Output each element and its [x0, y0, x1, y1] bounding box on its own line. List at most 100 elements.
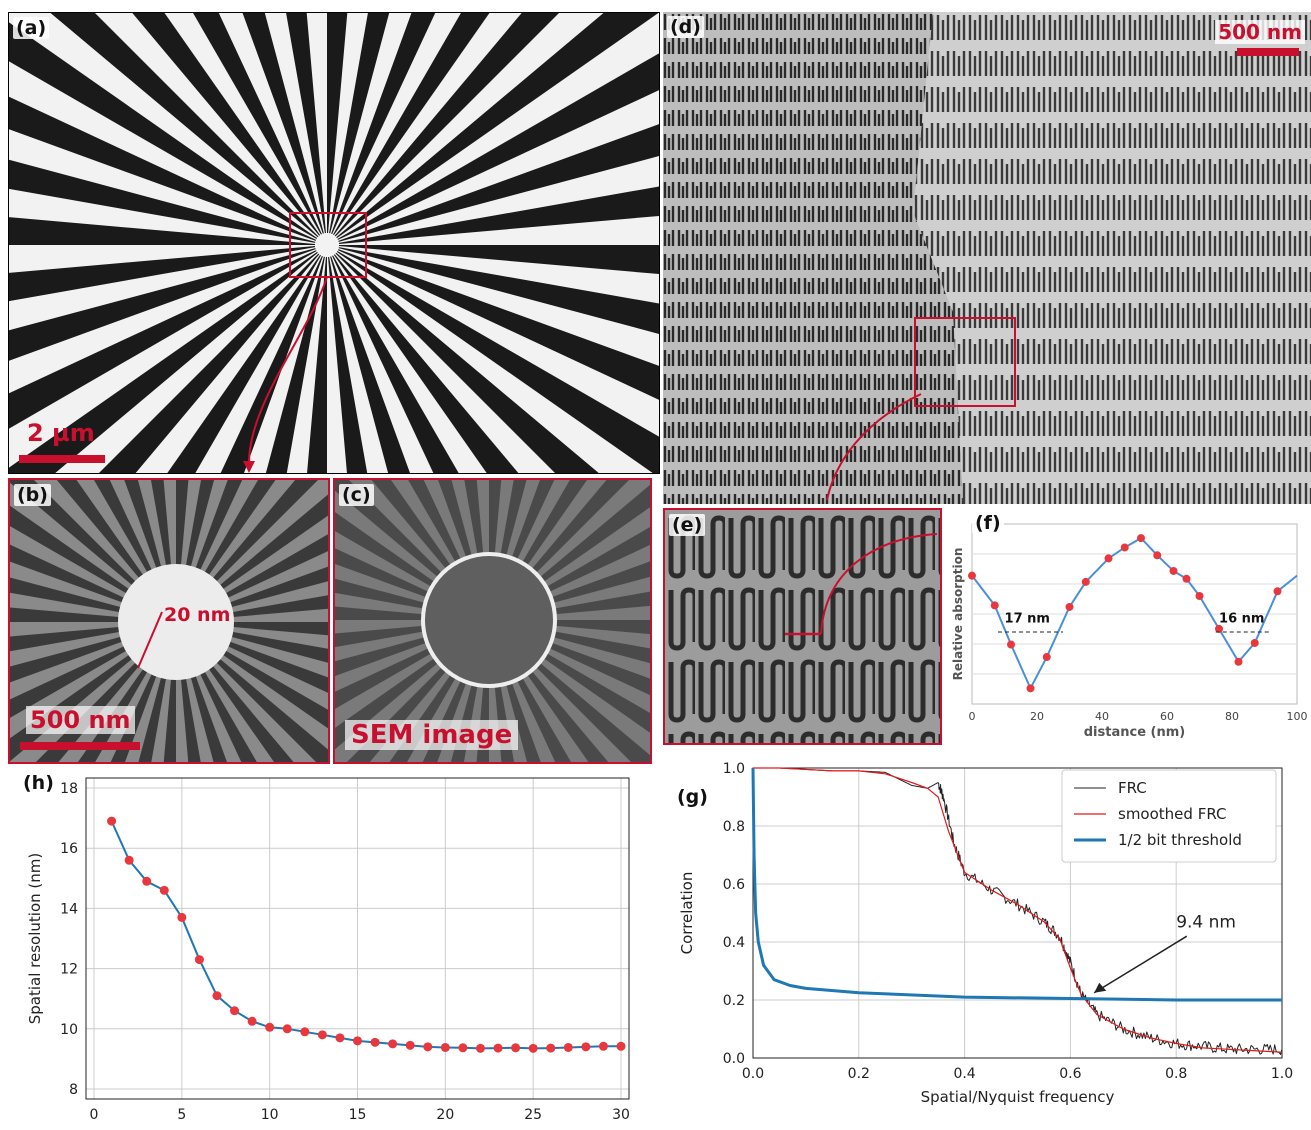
data-point-f: [1234, 657, 1243, 666]
star-spoke: [10, 544, 131, 605]
star-spoke: [214, 494, 328, 594]
star-spoke: [332, 255, 459, 473]
star-spoke: [335, 625, 430, 648]
annotation-b: 20 nm: [164, 604, 231, 626]
tick-label-y-h: 10: [60, 1022, 78, 1038]
star-spoke: [331, 13, 436, 235]
scale-bar-d: [1237, 48, 1299, 56]
star-spoke: [9, 248, 316, 361]
star-center: [315, 233, 339, 257]
data-point-h: [616, 1041, 626, 1051]
star-spoke: [221, 639, 328, 693]
star-spoke: [225, 622, 328, 636]
annotation-arrowhead-g: [1094, 982, 1107, 993]
tick-label-y-g: 0.6: [723, 877, 745, 893]
data-point-h: [405, 1040, 415, 1050]
star-spoke: [163, 671, 176, 762]
y-axis-label-g: Correlation: [678, 872, 696, 955]
tick-label-x-g: 0.4: [953, 1066, 975, 1082]
tick-label-x-h: 10: [261, 1107, 279, 1123]
star-spoke: [338, 124, 659, 242]
star-spoke: [504, 676, 541, 762]
tick-label-y-g: 0.4: [723, 935, 745, 951]
star-spoke: [56, 480, 148, 584]
star-spoke: [329, 13, 390, 234]
star-spoke: [334, 13, 559, 237]
data-point-h: [265, 1022, 275, 1032]
annotation-f-2: 16 nm: [1219, 612, 1264, 627]
tick-label-y-g: 1.0: [723, 761, 745, 777]
tick-label-f: 60: [1160, 710, 1174, 723]
profile-arrow-e: [820, 533, 938, 635]
data-point-h: [546, 1043, 556, 1053]
scale-label-b: 500 nm: [26, 706, 135, 734]
star-spoke: [219, 534, 328, 601]
data-point-h: [493, 1043, 503, 1053]
scale-label-d: 500 nm: [1215, 20, 1305, 44]
star-spoke: [534, 484, 650, 586]
legend-entry-g: FRC: [1118, 779, 1147, 797]
star-spoke: [464, 480, 484, 561]
data-point-f: [1195, 592, 1204, 600]
tick-label-x-h: 25: [524, 1107, 542, 1123]
panel-label-d: (d): [667, 16, 704, 38]
data-point-h: [317, 1030, 327, 1040]
star-spoke: [124, 480, 164, 576]
panel-c: (c) SEM image: [333, 478, 652, 764]
data-point-h: [388, 1039, 398, 1049]
data-point-h: [247, 1016, 257, 1026]
star-spoke: [9, 246, 316, 302]
star-spoke: [326, 13, 348, 234]
data-point-h: [353, 1036, 362, 1046]
star-spoke: [201, 480, 276, 582]
data-point-h: [458, 1043, 468, 1053]
star-spoke: [527, 480, 629, 578]
data-point-h: [142, 876, 152, 886]
scale-bar-b: [20, 742, 140, 750]
chart-f: 0 20 40 60 80 100 distance (nm) Relative absorp…: [951, 523, 1308, 740]
star-spoke: [193, 13, 322, 235]
star-spoke: [330, 256, 410, 473]
zoomed-meander-image: [665, 510, 940, 743]
star-spoke: [10, 607, 127, 622]
star-spoke: [333, 13, 490, 236]
tick-label-f: 0: [969, 710, 976, 723]
tick-label-f: 40: [1095, 710, 1109, 723]
star-spoke: [167, 254, 321, 473]
star-spoke: [216, 647, 328, 729]
legend-entry-g: 1/2 bit threshold: [1118, 831, 1242, 849]
data-point-f: [1042, 653, 1051, 662]
panel-label-e: (e): [669, 514, 706, 536]
threshold-line-g: [751, 767, 1282, 1002]
star-spoke: [336, 13, 659, 239]
data-point-h: [230, 1006, 240, 1016]
panel-f: 0 20 40 60 80 100 distance (nm) Relative absorp…: [942, 508, 1311, 748]
data-point-h: [107, 816, 117, 826]
star-spoke: [337, 249, 659, 400]
data-point-f: [1065, 602, 1074, 611]
diameter-line-b: [137, 611, 163, 669]
panel-label-b: (b): [14, 484, 51, 506]
star-spoke: [337, 53, 659, 240]
resolution-line-h: [110, 820, 621, 1050]
x-axis-label-g: Spatial/Nyquist frequency: [921, 1088, 1115, 1106]
star-spoke: [335, 548, 435, 600]
star-spoke: [9, 251, 318, 473]
star-spoke: [338, 247, 659, 334]
star-spoke: [9, 96, 317, 241]
siemens-star-image: [9, 13, 659, 473]
star-spoke: [538, 650, 650, 733]
star-spoke: [204, 660, 294, 762]
data-point-h: [282, 1024, 292, 1034]
star-spoke: [543, 640, 650, 696]
star-spoke: [224, 630, 328, 663]
star-spoke: [10, 480, 141, 590]
data-point-h: [528, 1043, 538, 1053]
star-spoke: [222, 566, 328, 610]
star-spoke: [548, 591, 650, 615]
y-axis-label-h: Spatial resolution (nm): [26, 853, 44, 1024]
star-spoke: [150, 480, 172, 573]
star-spoke: [220, 255, 323, 473]
panel-label-g: (g): [677, 786, 708, 808]
data-point-h: [598, 1041, 608, 1051]
